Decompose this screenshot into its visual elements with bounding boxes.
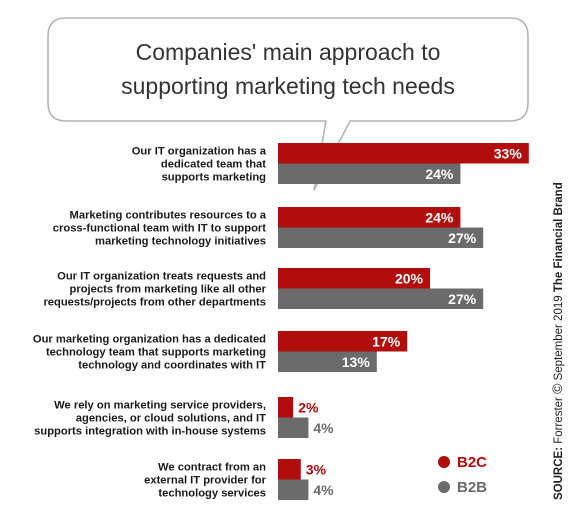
category-label: Our IT organization has a dedicated team … [132,145,267,183]
bar-b2c [278,143,529,164]
category-label-line: Our IT organization treats requests and [57,270,266,282]
bar-b2b [278,479,309,500]
category-label-line: Our marketing organization has a dedicat… [33,333,266,345]
legend-marker-b2c [438,456,450,468]
source-label: SOURCE: [553,447,565,500]
data-label-b2c: 24% [425,209,454,225]
chart-title-line-2: supporting marketing tech needs [121,73,455,99]
source-brand: The Financial Brand [553,182,565,292]
category-label-line: Our IT organization has a [132,145,267,157]
category-label-line: We rely on marketing service providers, [54,399,266,411]
data-label-b2c: 3% [306,461,327,477]
legend-marker-b2b [438,481,450,493]
category-label: We rely on marketing service providers, a… [34,399,266,437]
chart-title: Companies' main approach to supporting ma… [121,39,455,99]
data-label-b2c: 17% [372,333,401,349]
data-label-b2c: 33% [494,145,523,161]
bar-b2b [278,227,484,248]
data-label-b2c: 20% [395,270,424,286]
data-label-b2b: 27% [448,230,477,246]
source-credit: SOURCE: Forrester © September 2019 The F… [549,182,565,500]
category-label-line: cross-functional team with IT to support [53,223,266,235]
category-label-line: requests/projects from other departments [43,297,266,309]
category-label-line: agencies, or cloud solutions, and IT [76,413,266,425]
data-label-b2b: 4% [313,482,334,498]
category-label-line: Marketing contributes resources to a [70,209,267,221]
bar-b2c [278,207,461,228]
bars [278,143,529,500]
category-label-line: projects from marketing like all other [70,284,267,296]
bar-b2b [278,163,461,184]
copyright-symbol: © [549,383,565,394]
source-name: Forrester [553,394,565,447]
category-label: Our marketing organization has a dedicat… [33,333,266,371]
category-label-line: supports marketing [162,172,267,184]
bar-b2c [278,331,408,352]
bar-b2b [278,351,377,372]
category-label-line: technology services [158,488,266,500]
category-label-line: external IT provider for [144,475,266,487]
legend-label-b2b: B2B [457,479,487,496]
data-label-b2b: 4% [313,420,334,436]
data-label-b2b: 27% [448,291,477,307]
category-label-line: supports integration with in-house syste… [34,426,266,438]
chart-title-line-1: Companies' main approach to [136,39,441,65]
legend-label-b2c: B2C [457,454,487,471]
data-labels: 33% 24% 24% 27% 20% 27% 17%13% 2% 4% 3% 4% [298,145,523,498]
data-label-b2b: 13% [342,354,371,370]
category-label: Our IT organization treats requests and p… [43,270,266,308]
category-label-line: technology team that supports marketing [46,347,266,359]
category-label-line: marketing technology initiatives [95,236,266,248]
category-label: We contract from an external IT provider … [144,461,266,499]
data-label-b2b: 24% [425,166,454,182]
category-label-line: technology and coordinates with IT [78,360,266,372]
bar-b2c [278,268,430,289]
bar-b2c [278,397,294,418]
bar-b2b [278,417,309,438]
source-date: September 2019 [553,292,565,383]
category-label: Marketing contributes resources to a cros… [53,209,267,247]
bar-b2b [278,288,484,309]
category-label-line: We contract from an [158,461,266,473]
category-labels: Our IT organization has a dedicated team … [33,145,267,499]
category-label-line: dedicated team that [161,159,266,171]
bar-b2c [278,459,301,480]
data-label-b2c: 2% [298,399,319,415]
